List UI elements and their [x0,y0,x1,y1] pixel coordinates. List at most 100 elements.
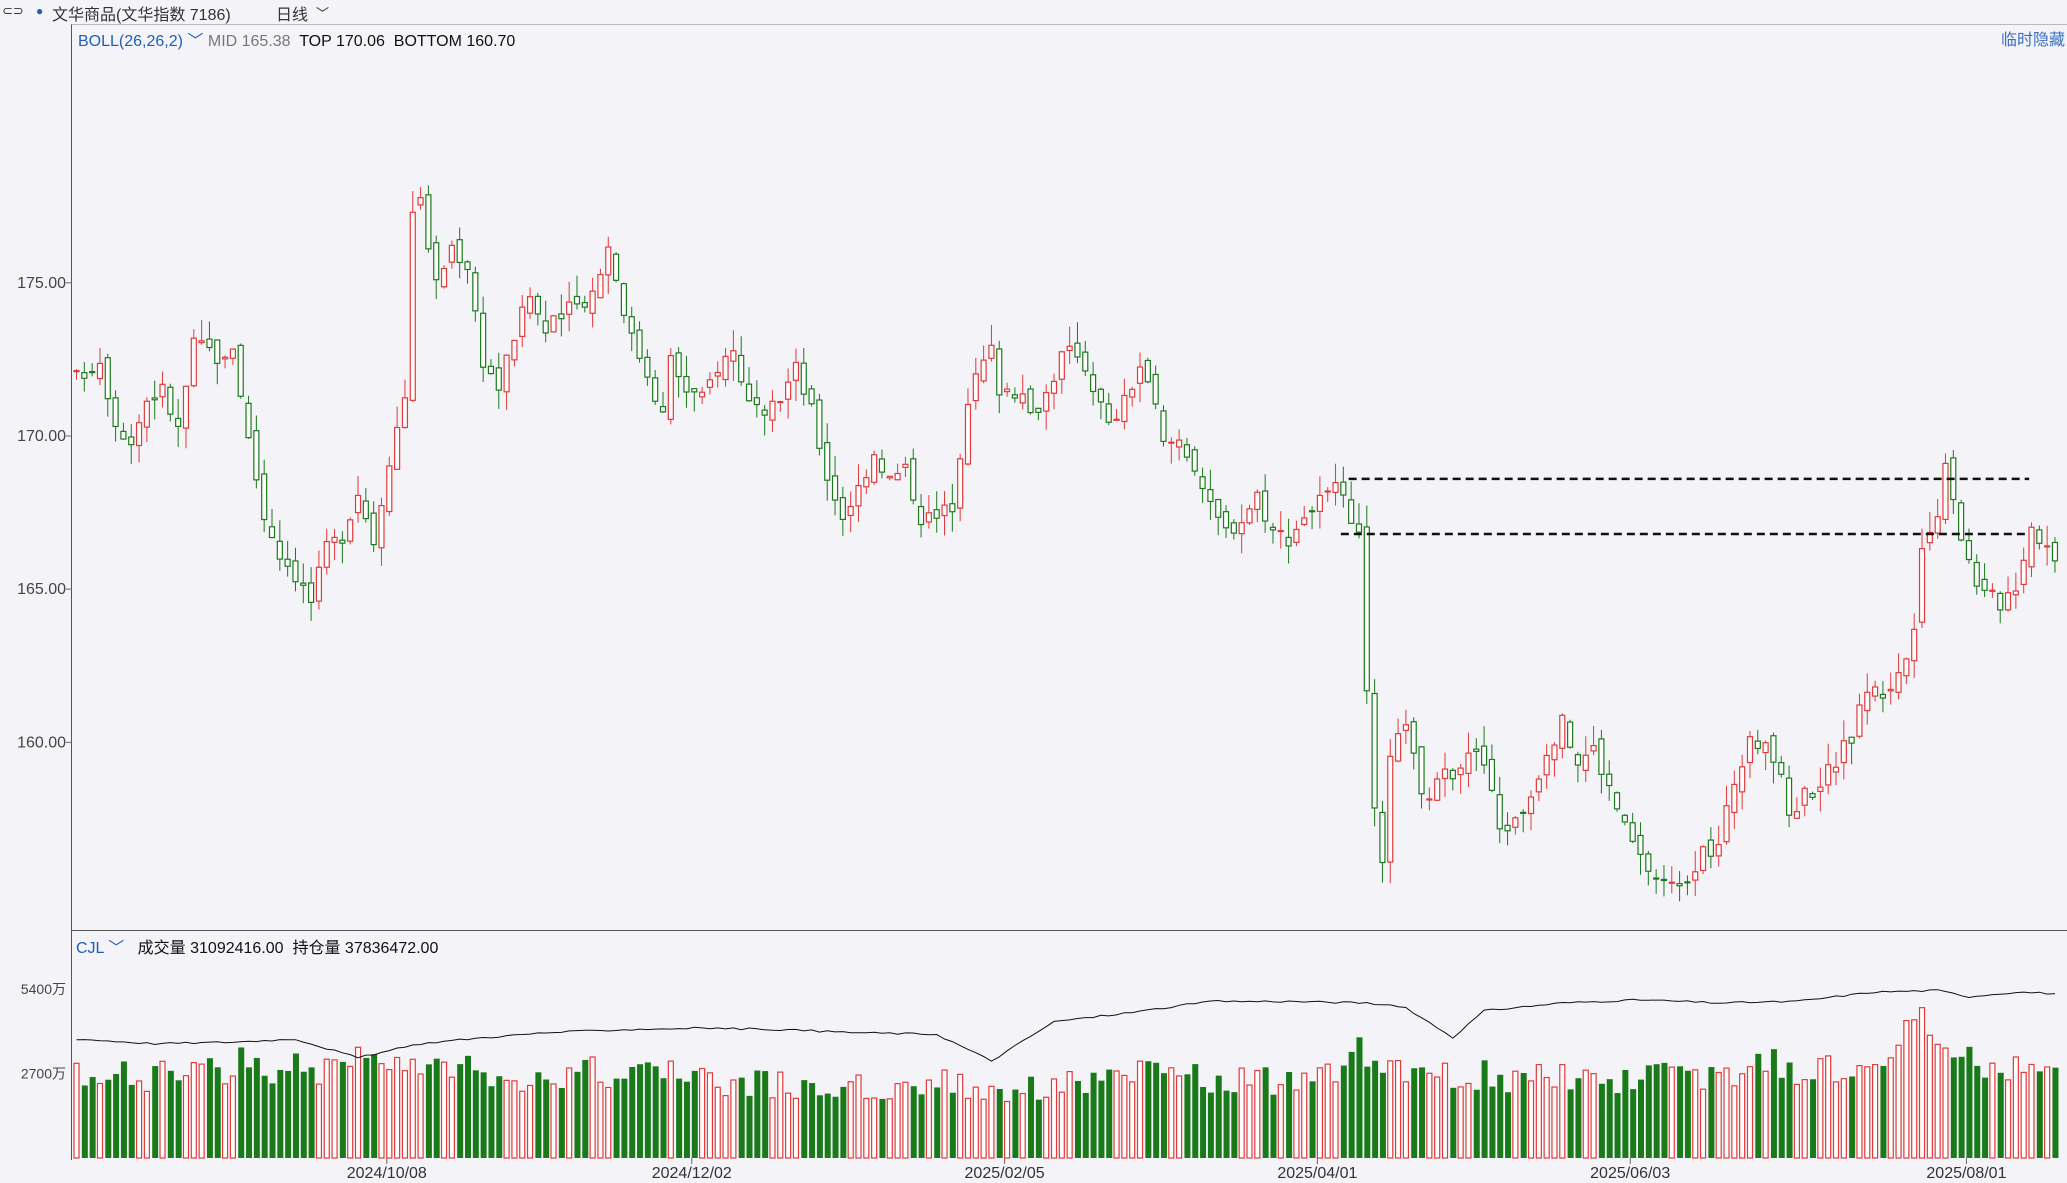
candle-body [1199,476,1206,490]
candle-body [1997,592,2004,611]
volume-value: 31092416.00 [190,940,284,957]
candle-body [1520,811,1527,814]
volume-bar [1465,1082,1472,1159]
candle-body [1621,814,1628,823]
candle-body [714,371,721,377]
candle-body [1480,745,1488,766]
candle-body [268,526,276,539]
volume-bar [261,1075,268,1158]
volume-bar [683,1081,690,1158]
volume-panel[interactable] [71,930,2067,1160]
volume-bar [1535,1063,1542,1159]
volume-bar [214,1067,221,1158]
candle-body [1574,754,1582,766]
volume-bar [1559,1064,1566,1159]
candle-body [1191,449,1198,472]
volume-bar [558,1087,565,1158]
volume-bar [949,1092,956,1158]
volume-bar [910,1086,917,1158]
product-selector[interactable]: 文华商品(文华指数 7186) [52,7,231,24]
candle-body [691,388,698,393]
link-icon[interactable]: ⊂⊃ [2,3,24,18]
volume-bar [1645,1065,1652,1158]
volume-bar [1755,1053,1762,1158]
candle-body [542,320,549,334]
volume-bar [1019,1092,1026,1159]
temporary-hide-link[interactable]: 临时隐藏 [2000,32,2065,49]
period-selector[interactable]: 日线 [276,7,309,24]
volume-bar [1434,1076,1441,1159]
candle-body [1965,540,1973,561]
candle-body [378,505,385,549]
volume-bar [1286,1071,1293,1158]
volume-bar [143,1090,150,1159]
candle-body [1129,388,1136,398]
volume-bar [1778,1077,1785,1158]
candle-body [628,316,635,334]
candle-body [1308,510,1316,513]
volume-bar [2012,1056,2019,1159]
price-tick-label: 165.00 [17,581,66,598]
candle-body [143,400,150,428]
volume-bar [722,1095,729,1159]
volume-bar [1895,1044,1902,1159]
chevron-down-icon[interactable]: ﹀ [316,6,330,21]
candle-body [284,558,291,567]
candle-body [871,454,878,483]
chevron-down-icon[interactable]: ﹀ [182,33,208,50]
volume-bar [871,1097,878,1159]
volume-bar [1505,1092,1512,1158]
candle-body [190,337,197,387]
volume-bar [1692,1069,1699,1159]
volume-bar [1622,1069,1629,1158]
volume-bar [1731,1085,1738,1159]
candle-body [667,354,674,420]
volume-bar [1903,1019,1910,1159]
volume-bar [863,1097,870,1159]
volume-bar [582,1059,589,1158]
candle-body [1434,778,1441,801]
candle-body [855,484,862,507]
candle-body [206,338,213,349]
candle-body [566,301,573,315]
volume-indicator-selector[interactable]: CJL [76,940,104,957]
candle-body [1527,796,1535,815]
volume-bar [1231,1092,1238,1158]
volume-bar [1028,1076,1035,1158]
candle-body [1058,351,1065,380]
candle-body [1762,742,1769,754]
volume-bar [1723,1067,1730,1159]
volume-bar [941,1069,948,1159]
candle-body [1144,359,1151,383]
candle-body [1746,736,1754,764]
volume-bar [1402,1081,1410,1159]
volume-bar [331,1059,338,1159]
candle-body [456,239,463,264]
candle-body [433,242,440,281]
volume-bar [1364,1066,1371,1158]
candle-body [2028,526,2035,568]
candle-body [1707,839,1714,857]
candle-body [761,409,768,416]
volume-bar [81,1085,88,1158]
candle-body [659,405,667,413]
volume-bar [1348,1051,1355,1158]
volume-bar [480,1072,487,1158]
candle-body [1363,526,1370,692]
volume-bar [1793,1083,1801,1159]
candle-body [300,582,307,586]
chevron-down-icon[interactable]: ﹀ [103,940,129,957]
price-panel[interactable] [71,24,2067,930]
volume-bar [354,1046,362,1159]
boll-indicator-selector[interactable]: BOLL(26,26,2) [78,33,183,50]
candle-body [175,417,182,428]
candle-body [1981,578,1988,591]
candle-body [1723,805,1730,843]
candle-body [1926,531,1933,544]
candle-body [957,458,964,509]
volume-bar [425,1064,432,1158]
volume-bar [1324,1063,1331,1159]
volume-bar [667,1060,674,1159]
candle-body [1097,388,1105,403]
volume-bar [113,1074,120,1158]
